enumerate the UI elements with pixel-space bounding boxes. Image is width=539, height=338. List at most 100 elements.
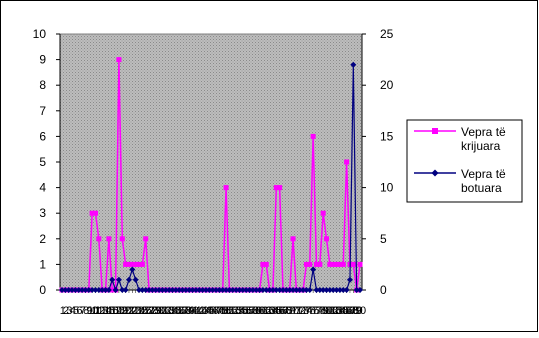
x-tick-label: 22 [128,305,139,317]
series-layer [59,57,363,293]
series-2-point [202,287,209,293]
x-tick-label: 52 [228,305,239,317]
x-tick-label: 90 [355,305,366,317]
x-tick-label: 19 [118,305,129,317]
x-tick-label: 75 [305,305,316,317]
series-1-point [119,236,125,242]
x-tick-label: 38 [181,305,192,317]
series-2-point [239,287,246,293]
x-tick-label: 5 [73,305,79,317]
series-1-point [320,210,326,216]
x-tick-label: 84 [335,305,346,317]
x-tick-label: 43 [198,305,209,317]
series-2-point [176,287,183,293]
legend-marker-2 [431,169,439,177]
x-tick-label: 89 [352,305,363,317]
series-1-point [327,261,333,267]
left-tick-label: 3 [39,206,46,220]
series-1-point [92,210,98,216]
x-tick-label: 47 [211,305,222,317]
series-1-point [303,261,309,267]
series-1-point [357,261,363,267]
right-tick-label: 10 [380,181,394,195]
legend-label-2: botuara [461,181,502,195]
series-1-point [317,261,323,267]
series-2-point [310,266,317,273]
x-tick-label: 63 [265,305,276,317]
x-tick-label: 57 [245,305,256,317]
series-2-point [166,287,173,293]
series-2-point [283,287,290,293]
series-2-point [353,287,360,293]
left-tick-label: 0 [39,283,46,297]
series-2-point [112,287,119,293]
series-2-point [313,287,320,293]
series-2-point [226,287,233,293]
series-2-point [296,287,303,293]
series-2-point [142,287,149,293]
right-y-axis: 0 5 10 15 20 25 [361,27,394,297]
series-2-point [340,287,347,293]
x-tick-label: 25 [138,305,149,317]
x-tick-label: 49 [218,305,229,317]
x-tick-label: 71 [292,305,303,317]
x-tick-label: 23 [131,305,142,317]
series-2-point [162,287,169,293]
x-tick-label: 76 [308,305,319,317]
x-tick-label: 12 [94,305,105,317]
series-2-point [72,287,79,293]
x-tick-label: 40 [188,305,199,317]
legend-label-1: Vepra të [461,125,506,139]
x-tick-label: 48 [215,305,226,317]
x-tick-label: 39 [185,305,196,317]
series-1-point [223,185,229,191]
x-tick-label: 44 [201,305,212,317]
x-tick-label: 30 [154,305,165,317]
x-tick-label: 41 [191,305,202,317]
series-2-point [293,287,300,293]
x-tick-label: 80 [322,305,333,317]
series-1-point [313,261,319,267]
x-tick-label: 62 [262,305,273,317]
left-tick-label: 6 [39,129,46,143]
series-1-point [96,236,102,242]
series-2-point [199,287,206,293]
x-tick-label: 29 [151,305,162,317]
series-2-point [69,287,76,293]
series-2-point [357,287,363,293]
x-tick-label: 9 [86,305,92,317]
series-2-point [125,276,132,283]
right-tick-label: 20 [380,78,394,92]
series-1-point [260,261,266,267]
x-tick-label: 72 [295,305,306,317]
series-2-point [159,287,166,293]
x-tick-label: 60 [255,305,266,317]
x-tick-label: 21 [124,305,135,317]
series-2-point [152,287,159,293]
x-tick-label: 4 [70,305,76,317]
x-tick-label: 53 [231,305,242,317]
x-tick-label: 79 [319,305,330,317]
series-2-point [105,287,112,293]
series-2-point [82,287,89,293]
series-2-point [256,287,263,293]
left-tick-label: 9 [39,53,46,67]
series-1-point [123,261,129,267]
x-tick-label: 83 [332,305,343,317]
x-tick-label: 7 [80,305,86,317]
x-tick-label: 54 [235,305,246,317]
series-2-point [172,287,179,293]
x-tick-label: 2 [63,305,69,317]
right-tick-label: 0 [380,283,387,297]
x-tick-label: 59 [252,305,263,317]
x-tick-label: 18 [114,305,125,317]
series-2-point [189,287,196,293]
series-2-point [139,287,146,293]
x-tick-label: 87 [345,305,356,317]
series-1-point [330,261,336,267]
series-2-point [223,287,230,293]
x-tick-label: 28 [148,305,159,317]
series-2-point [115,276,122,283]
series-2-point [290,287,297,293]
x-tick-label: 42 [195,305,206,317]
